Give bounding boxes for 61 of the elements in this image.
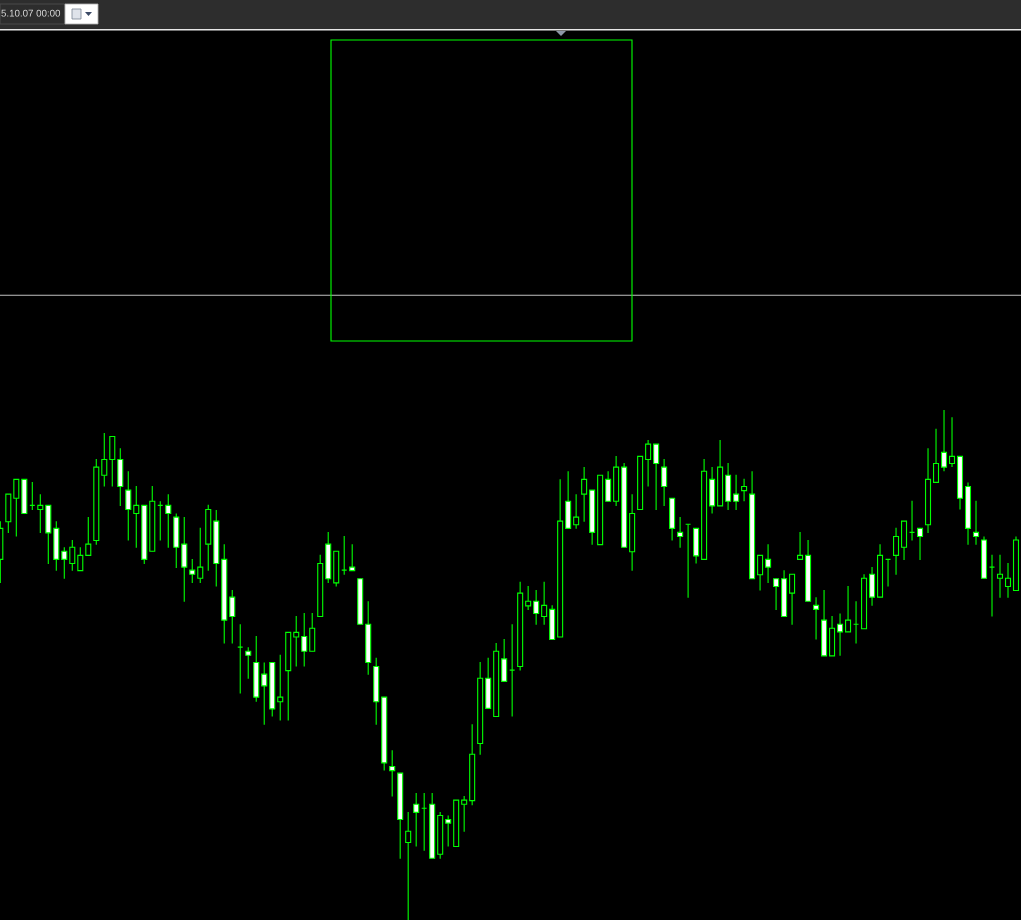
candlestick	[237, 623, 244, 695]
candlestick	[165, 493, 172, 549]
candlestick	[541, 581, 548, 626]
candlestick	[389, 749, 396, 798]
candlestick	[932, 428, 940, 483]
candlestick	[261, 661, 268, 726]
candlestick	[733, 474, 740, 511]
candlestick	[181, 516, 188, 603]
candlestick	[1004, 562, 1012, 599]
candlestick	[293, 615, 300, 668]
candlestick	[773, 578, 780, 611]
candlestick	[309, 612, 316, 652]
candlestick	[77, 546, 84, 572]
candlestick	[845, 585, 852, 633]
candlestick	[413, 792, 420, 848]
candlestick	[948, 416, 956, 468]
candlestick	[301, 612, 308, 668]
text: 5.10.07 00:00	[1, 9, 61, 17]
candlestick	[813, 596, 820, 641]
candlestick	[13, 478, 20, 538]
candlestick	[85, 516, 92, 556]
candlestick	[69, 539, 76, 572]
candlestick	[125, 470, 132, 542]
candlestick	[229, 589, 236, 645]
candlestick	[277, 654, 284, 722]
candlestick	[940, 409, 948, 472]
candlestick	[757, 554, 764, 592]
candlestick	[109, 435, 116, 488]
candlestick	[37, 493, 44, 534]
candlestick	[893, 527, 900, 576]
candlestick	[133, 485, 140, 549]
candlestick	[645, 439, 652, 488]
candlestick	[797, 531, 804, 560]
candlestick	[101, 432, 108, 488]
candlestick	[741, 478, 748, 502]
candlestick	[916, 527, 924, 561]
candlestick	[677, 516, 684, 549]
candlestick	[789, 573, 796, 626]
candlestick	[445, 814, 452, 848]
candlestick	[61, 546, 68, 580]
candlestick	[533, 589, 540, 626]
candlestick	[581, 466, 588, 523]
candlestick	[996, 554, 1004, 599]
candlestick	[525, 585, 532, 611]
candlestick	[605, 470, 612, 502]
candlestick	[653, 443, 660, 511]
candlestick	[341, 535, 348, 576]
candlestick	[509, 623, 516, 718]
candlestick	[837, 612, 844, 657]
candlestick	[501, 638, 508, 682]
candlestick	[573, 493, 580, 530]
candlestick	[189, 558, 196, 584]
candlestick	[972, 500, 980, 546]
candlestick	[197, 527, 204, 584]
candlestick	[661, 458, 668, 507]
candlestick	[869, 566, 876, 607]
candlestick	[349, 543, 356, 572]
candlestick	[461, 795, 468, 833]
candlestick	[245, 646, 252, 680]
candlestick	[765, 543, 772, 584]
candlestick	[405, 811, 412, 920]
